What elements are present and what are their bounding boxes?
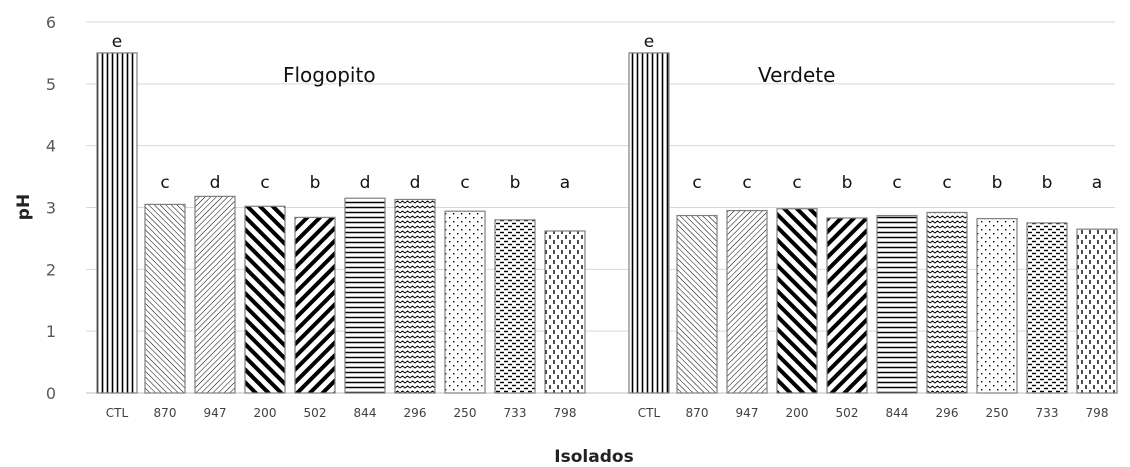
x-tick-label: 844	[354, 406, 377, 420]
bar-verdete-200	[776, 208, 818, 394]
bar-flogopito-502	[294, 216, 336, 394]
bar-flogopito-CTL	[96, 52, 138, 394]
bar-flogopito-870	[144, 203, 186, 394]
labels: 0 1 2 3 4 5 6 CTL e 870 c 947 d 200 c 502 b 844 d 296 d 250 c 7…	[14, 13, 1108, 467]
x-tick-label: 502	[836, 406, 859, 420]
x-tick-label: 296	[936, 406, 959, 420]
group-label: Verdete	[758, 63, 835, 87]
bar-flogopito-947	[194, 195, 236, 394]
bar-verdete-844	[876, 214, 918, 394]
x-tick-label: 296	[404, 406, 427, 420]
x-tick-label: 250	[986, 406, 1009, 420]
significance-letter: c	[892, 173, 901, 193]
bar-verdete-CTL	[628, 52, 670, 394]
x-tick-label: 733	[1036, 406, 1059, 420]
significance-letter: c	[742, 173, 751, 193]
y-tick-label: 2	[46, 260, 56, 279]
significance-letter: d	[210, 173, 221, 193]
y-tick-label: 5	[46, 75, 56, 94]
bar-flogopito-250	[444, 210, 486, 394]
y-tick-label: 4	[46, 137, 56, 156]
bar-verdete-947	[726, 209, 768, 394]
bar-flogopito-798	[544, 230, 586, 394]
significance-letter: a	[560, 173, 570, 193]
significance-letter: c	[160, 173, 169, 193]
significance-letter: b	[992, 173, 1003, 193]
bars	[96, 52, 1118, 394]
y-axis-title: pH	[14, 194, 34, 220]
x-tick-label: 798	[554, 406, 577, 420]
significance-letter: b	[842, 173, 853, 193]
y-tick-label: 6	[46, 13, 56, 32]
x-tick-label: 733	[504, 406, 527, 420]
significance-letter: c	[792, 173, 801, 193]
x-tick-label: 200	[254, 406, 277, 420]
significance-letter: c	[942, 173, 951, 193]
x-tick-label: 947	[736, 406, 759, 420]
significance-letter: d	[360, 173, 371, 193]
y-tick-label: 0	[46, 384, 56, 403]
x-tick-label: 798	[1086, 406, 1109, 420]
group-label: Flogopito	[283, 63, 376, 87]
x-tick-label: 870	[154, 406, 177, 420]
bar-verdete-250	[976, 218, 1018, 394]
x-tick-label: CTL	[106, 406, 129, 420]
bar-verdete-798	[1076, 228, 1118, 394]
significance-letter: c	[260, 173, 269, 193]
significance-letter: b	[510, 173, 521, 193]
bar-verdete-733	[1026, 222, 1068, 394]
bar-flogopito-200	[244, 205, 286, 394]
bar-flogopito-296	[394, 198, 436, 394]
significance-letter: a	[1092, 173, 1102, 193]
significance-letter: c	[692, 173, 701, 193]
bar-verdete-502	[826, 217, 868, 394]
significance-letter: c	[460, 173, 469, 193]
significance-letter: b	[310, 173, 321, 193]
x-tick-label: 200	[786, 406, 809, 420]
significance-letter: d	[410, 173, 421, 193]
x-tick-label: 870	[686, 406, 709, 420]
bar-flogopito-733	[494, 219, 536, 394]
significance-letter: e	[644, 32, 654, 52]
significance-letter: b	[1042, 173, 1053, 193]
x-tick-label: 502	[304, 406, 327, 420]
x-tick-label: 250	[454, 406, 477, 420]
y-tick-label: 1	[46, 322, 56, 341]
significance-letter: e	[112, 32, 122, 52]
x-tick-label: 947	[204, 406, 227, 420]
x-axis-title: Isolados	[554, 447, 633, 467]
bar-verdete-870	[676, 214, 718, 394]
x-tick-label: CTL	[638, 406, 661, 420]
x-tick-label: 844	[886, 406, 909, 420]
y-tick-label: 3	[46, 199, 56, 218]
bar-verdete-296	[926, 211, 968, 394]
bar-flogopito-844	[344, 197, 386, 394]
